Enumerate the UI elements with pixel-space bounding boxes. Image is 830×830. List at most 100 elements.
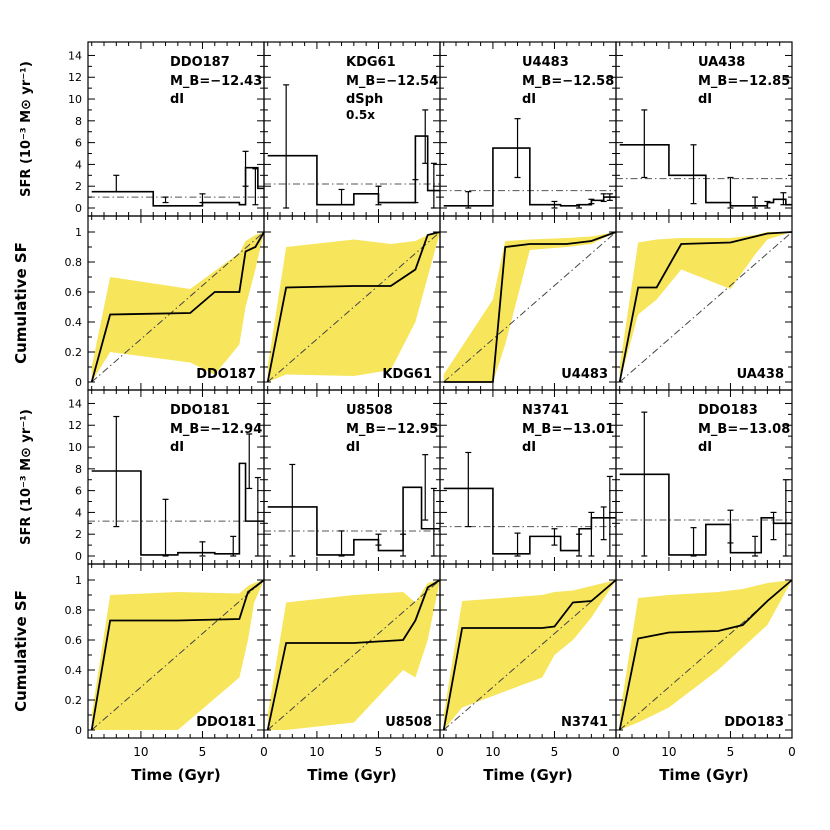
sfr-axis-title: SFR (10⁻³ M⊙ yr⁻¹) (19, 61, 34, 197)
uncertainty-band (619, 580, 792, 730)
panel-ddo187: DDO187 M_B=−12.43 dI DDO187 (88, 55, 265, 383)
absolute-magnitude: M_B=−13.08 (698, 422, 790, 437)
sfr-axis-title: SFR (10⁻³ M⊙ yr⁻¹) (19, 409, 34, 545)
panel-ua438: UA438 M_B=−12.85 dI UA438 (616, 55, 793, 383)
sfr-step-line (91, 166, 264, 207)
y-tick-label: 12 (68, 419, 82, 432)
morph-type: dI (698, 440, 712, 455)
constant-sfr-line (619, 231, 793, 383)
morph-type: dI (170, 92, 184, 107)
y-tick-label: 10 (68, 93, 82, 106)
y-tick-label: 0.6 (65, 634, 83, 647)
cumulative-sf-line (442, 579, 617, 731)
y-tick-label: 2 (75, 180, 82, 193)
morph-type: dSph (346, 92, 383, 107)
absolute-magnitude: M_B=−12.58 (522, 74, 614, 89)
cumulative-sf-line (90, 231, 265, 383)
y-tick-label: 12 (68, 71, 82, 84)
x-tick-label: 5 (375, 745, 383, 759)
x-axis-title: Time (Gyr) (483, 766, 573, 784)
x-tick-label: 10 (309, 745, 324, 759)
morph-type: dI (698, 92, 712, 107)
uncertainty-band (91, 232, 264, 382)
sfr-step-line (267, 135, 440, 206)
y-tick-label: 0.2 (65, 694, 83, 707)
cumulative-sf-line (443, 231, 617, 383)
galaxy-name: N3741 (561, 715, 608, 730)
y-tick-label: 6 (75, 485, 82, 498)
morph-type: dI (346, 440, 360, 455)
y-tick-label: 4 (75, 506, 82, 519)
galaxy-name: DDO187 (196, 367, 256, 382)
galaxy-name: U8508 (346, 403, 393, 418)
cumulative-sf-line (618, 231, 793, 383)
sfr-step-line (619, 144, 792, 207)
y-tick-label: 1 (75, 226, 82, 239)
y-tick-label: 0 (75, 550, 82, 563)
y-tick-label: 0.8 (65, 604, 83, 617)
galaxy-name: DDO183 (724, 715, 784, 730)
x-tick-label: 10 (661, 745, 676, 759)
panel-n3741: N3741 M_B=−13.01 dI N3741 (440, 403, 617, 731)
morph-type: dI (522, 440, 536, 455)
x-tick-label: 0 (612, 745, 620, 759)
y-tick-label: 14 (68, 397, 82, 410)
absolute-magnitude: M_B=−12.94 (170, 422, 262, 437)
y-tick-label: 2 (75, 528, 82, 541)
x-axis-title: Time (Gyr) (307, 766, 397, 784)
galaxy-name: UA438 (698, 55, 745, 70)
galaxy-name: DDO181 (196, 715, 256, 730)
sfr-step-line (443, 487, 616, 555)
constant-sfr-line (267, 231, 441, 383)
uncertainty-band (443, 580, 616, 730)
galaxy-name: DDO183 (698, 403, 758, 418)
x-tick-label: 5 (551, 745, 559, 759)
x-tick-label: 5 (727, 745, 735, 759)
morph-type: dI (522, 92, 536, 107)
galaxy-name: N3741 (522, 403, 569, 418)
x-tick-label: 10 (485, 745, 500, 759)
constant-sfr-line (443, 579, 617, 731)
galaxy-name: U4483 (522, 55, 569, 70)
cumulative-sf-line (90, 579, 265, 731)
uncertainty-band (619, 232, 792, 382)
scale-note: 0.5x (346, 108, 375, 122)
y-tick-label: 4 (75, 158, 82, 171)
panel-ddo183: DDO183 M_B=−13.08 dI DDO183 (616, 403, 793, 731)
galaxy-name: UA438 (737, 367, 784, 382)
x-tick-label: 0 (436, 745, 444, 759)
y-tick-label: 14 (68, 49, 82, 62)
cumulative-sf-line (266, 579, 441, 731)
x-tick-label: 10 (133, 745, 148, 759)
y-tick-label: 0 (75, 202, 82, 215)
uncertainty-band (443, 232, 616, 382)
constant-sfr-line (91, 579, 265, 731)
galaxy-name: U4483 (561, 367, 608, 382)
uncertainty-band (267, 232, 440, 382)
absolute-magnitude: M_B=−13.01 (522, 422, 614, 437)
y-tick-label: 0 (75, 376, 82, 389)
y-tick-label: 10 (68, 441, 82, 454)
y-tick-label: 0.4 (65, 316, 83, 329)
x-tick-label: 5 (199, 745, 207, 759)
y-tick-label: 8 (75, 463, 82, 476)
y-tick-label: 8 (75, 115, 82, 128)
cumulative-sf-line (618, 579, 793, 731)
x-axis-title: Time (Gyr) (131, 766, 221, 784)
sfr-step-line (267, 486, 440, 556)
panel-u4483: U4483 M_B=−12.58 dI U4483 (440, 55, 617, 383)
constant-sfr-line (91, 231, 265, 383)
y-tick-label: 0.8 (65, 256, 83, 269)
galaxy-name: U8508 (385, 715, 432, 730)
sfr-step-line (619, 473, 792, 556)
morph-type: dI (170, 440, 184, 455)
x-tick-label: 0 (260, 745, 268, 759)
x-axis-title: Time (Gyr) (659, 766, 749, 784)
sfr-step-line (91, 462, 264, 556)
y-tick-label: 0.4 (65, 664, 83, 677)
y-tick-label: 0.6 (65, 286, 83, 299)
y-tick-label: 6 (75, 137, 82, 150)
y-tick-label: 0 (75, 724, 82, 737)
galaxy-name: KDG61 (382, 367, 432, 382)
